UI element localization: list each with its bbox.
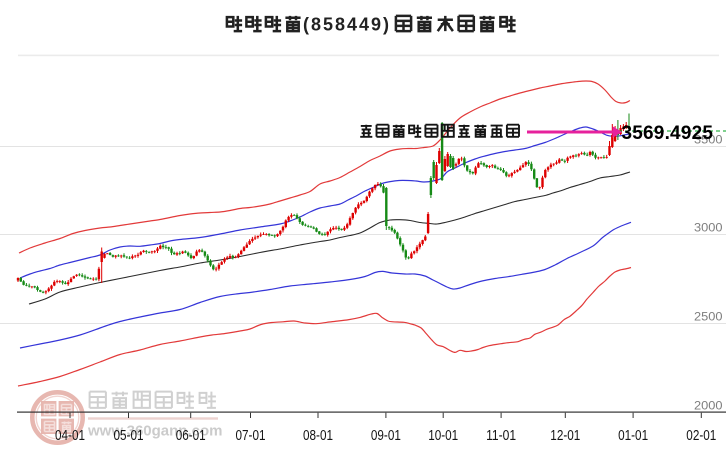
svg-text:3000: 3000 [694,221,723,235]
svg-text:3569.4925: 3569.4925 [622,123,714,144]
svg-text:01-01: 01-01 [618,428,648,444]
svg-text:06-01: 06-01 [176,428,206,444]
svg-text:02-01: 02-01 [686,428,716,444]
svg-text:12-01: 12-01 [550,428,580,444]
svg-text:www.360gann.com: www.360gann.com [87,423,222,440]
svg-text:05-01: 05-01 [114,428,144,444]
svg-text:11-01: 11-01 [486,428,516,444]
svg-text:08-01: 08-01 [303,428,333,444]
svg-text:(858449): (858449) [303,15,391,35]
svg-text:2000: 2000 [694,399,723,413]
svg-text:04-01: 04-01 [55,428,85,444]
svg-text:07-01: 07-01 [236,428,266,444]
svg-text:09-01: 09-01 [371,428,401,444]
svg-text:2500: 2500 [694,310,723,324]
svg-text:3500: 3500 [694,133,723,147]
svg-text:10-01: 10-01 [428,428,458,444]
